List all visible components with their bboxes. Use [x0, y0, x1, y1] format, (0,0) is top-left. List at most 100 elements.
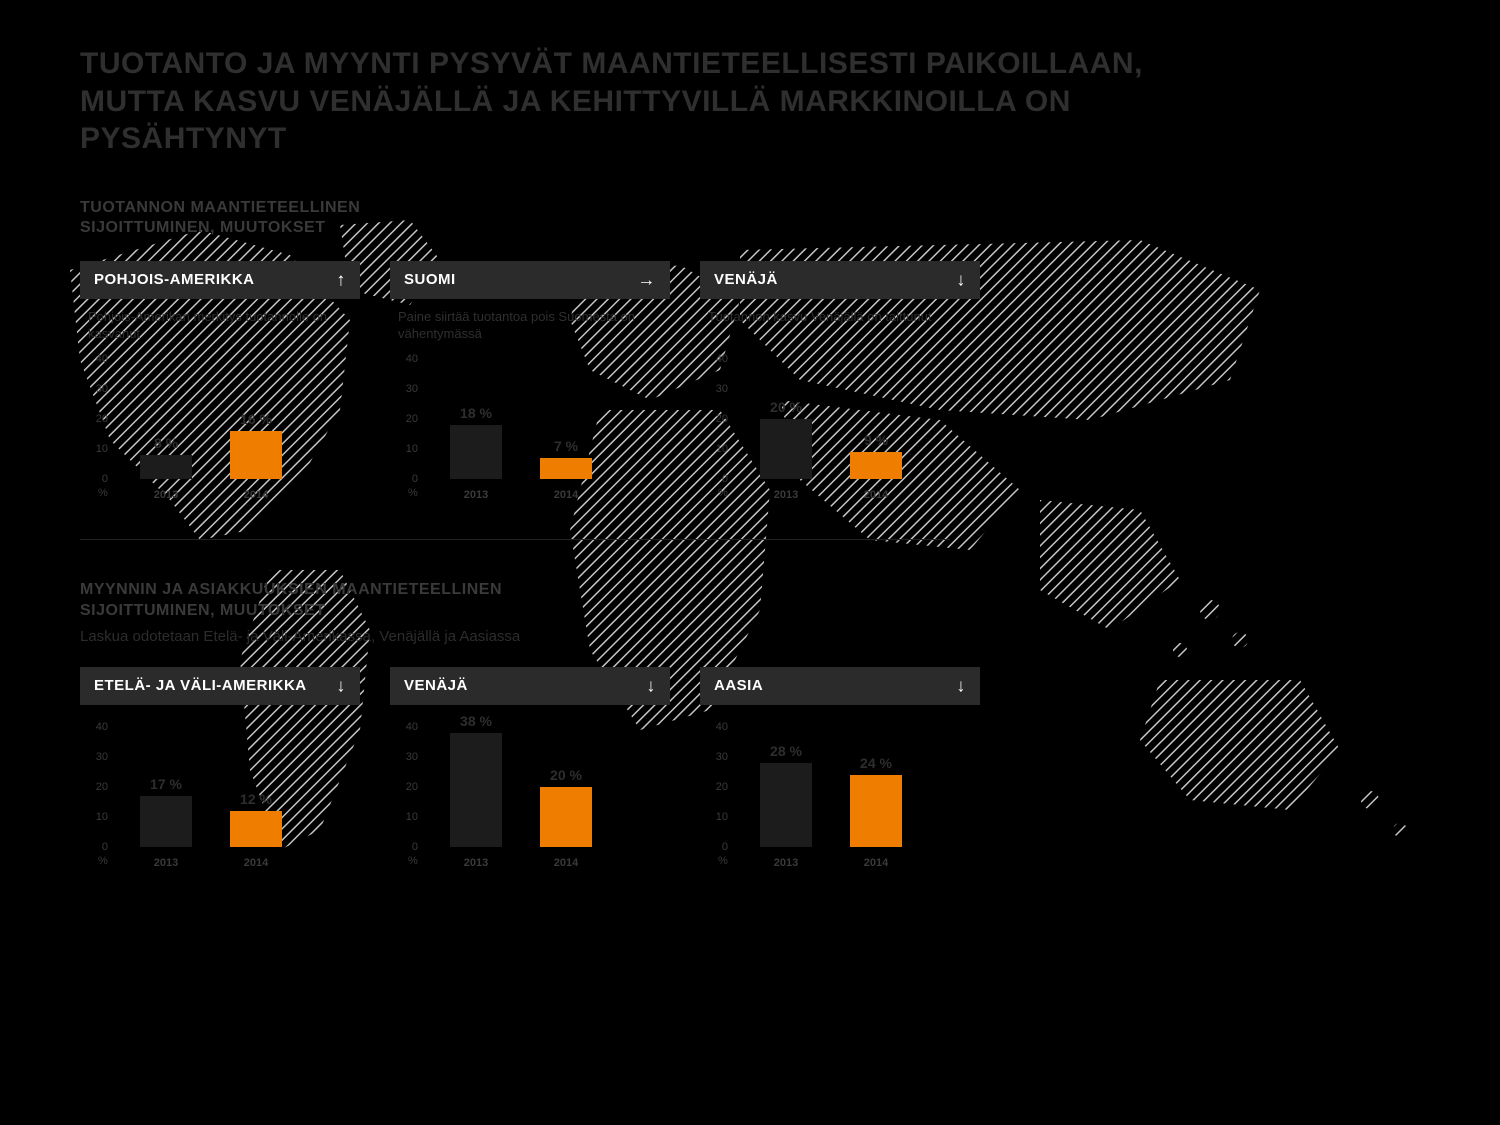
card-desc: Pohjois-Amerikan merkitys tuotannolle on…: [80, 309, 360, 345]
bar-2014: 24 % 2014: [848, 755, 904, 847]
bar-value-label: 20 %: [550, 767, 582, 783]
bar-value-label: 16 %: [240, 411, 272, 427]
bar-2014: 16 % 2014: [228, 411, 284, 479]
axis-unit: %: [98, 487, 108, 499]
bar-value-label: 20 %: [770, 399, 802, 415]
section2-title: MYYNNIN JA ASIAKKUUKSIEN MAANTIETEELLINE…: [80, 580, 1420, 622]
bar-rect: [760, 763, 812, 847]
trend-right-icon: →: [638, 270, 657, 291]
bars-area: 20 % 2013 9 % 2014: [758, 359, 960, 479]
bar-year-label: 2014: [848, 857, 904, 869]
bar-value-label: 7 %: [554, 438, 578, 454]
card-header-label: VENÄJÄ: [714, 271, 778, 288]
bar-rect: [760, 419, 812, 479]
trend-up-icon: ↑: [337, 270, 347, 291]
bar-value-label: 17 %: [150, 776, 182, 792]
bars-area: 17 % 2013 12 % 2014: [138, 727, 340, 847]
bar-year-label: 2013: [448, 489, 504, 501]
bar-chart: 010203040 38 % 2013 20 % 2014 %: [390, 727, 670, 871]
bar-chart: 010203040 18 % 2013 7 % 2014 %: [390, 359, 670, 503]
axis-unit: %: [718, 487, 728, 499]
bar-2013: 18 % 2013: [448, 405, 504, 479]
trend-down-icon: ↓: [957, 270, 967, 291]
y-axis: 010203040: [80, 727, 114, 847]
card-aasia: AASIA ↓ 010203040 28 % 2013 24 % 2014 %: [700, 667, 980, 871]
bar-rect: [450, 733, 502, 847]
bar-year-label: 2014: [538, 857, 594, 869]
trend-down-icon: ↓: [337, 675, 347, 696]
bar-chart: 010203040 17 % 2013 12 % 2014 %: [80, 727, 360, 871]
bar-2013: 38 % 2013: [448, 713, 504, 847]
y-axis: 010203040: [700, 359, 734, 479]
bar-value-label: 9 %: [864, 432, 888, 448]
y-axis: 010203040: [390, 359, 424, 479]
trend-down-icon: ↓: [957, 675, 967, 696]
bar-year-label: 2013: [758, 857, 814, 869]
card-header: POHJOIS-AMERIKKA ↑: [80, 261, 360, 299]
bar-rect: [230, 431, 282, 479]
bar-year-label: 2013: [758, 489, 814, 501]
card-desc: Paine siirtää tuotantoa pois Suomesta on…: [390, 309, 670, 345]
bar-rect: [450, 425, 502, 479]
axis-unit: %: [408, 487, 418, 499]
card-header-label: VENÄJÄ: [404, 677, 468, 694]
bar-value-label: 8 %: [154, 435, 178, 451]
bar-year-label: 2013: [138, 857, 194, 869]
section-divider: [80, 539, 950, 540]
section2-row: ETELÄ- JA VÄLI-AMERIKKA ↓ 010203040 17 %…: [80, 667, 1420, 871]
bars-area: 28 % 2013 24 % 2014: [758, 727, 960, 847]
card-venaja-tuotanto: VENÄJÄ ↓ Tuotannon kasvu Venäjällä on ta…: [700, 261, 980, 503]
bar-chart: 010203040 8 % 2013 16 % 2014 %: [80, 359, 360, 503]
bar-value-label: 38 %: [460, 713, 492, 729]
bar-chart: 010203040 28 % 2013 24 % 2014 %: [700, 727, 980, 871]
bar-value-label: 24 %: [860, 755, 892, 771]
card-desc: Tuotannon kasvu Venäjällä on taittunut: [700, 309, 980, 345]
card-header-label: AASIA: [714, 677, 763, 694]
card-header: SUOMI →: [390, 261, 670, 299]
section1-row: POHJOIS-AMERIKKA ↑ Pohjois-Amerikan merk…: [80, 261, 1420, 503]
bar-rect: [140, 796, 192, 847]
bar-rect: [850, 452, 902, 479]
bar-rect: [230, 811, 282, 847]
card-suomi: SUOMI → Paine siirtää tuotantoa pois Suo…: [390, 261, 670, 503]
card-header: VENÄJÄ ↓: [700, 261, 980, 299]
card-header: VENÄJÄ ↓: [390, 667, 670, 705]
section2-note: Laskua odotetaan Etelä- ja Väli-Amerikas…: [80, 628, 1420, 645]
card-header-label: POHJOIS-AMERIKKA: [94, 271, 255, 288]
trend-down-icon: ↓: [647, 675, 657, 696]
bar-2014: 7 % 2014: [538, 438, 594, 479]
card-header: ETELÄ- JA VÄLI-AMERIKKA ↓: [80, 667, 360, 705]
bar-2013: 28 % 2013: [758, 743, 814, 847]
bar-rect: [850, 775, 902, 847]
bar-value-label: 18 %: [460, 405, 492, 421]
card-header: AASIA ↓: [700, 667, 980, 705]
card-venaja-myynti: VENÄJÄ ↓ 010203040 38 % 2013 20 % 2014 %: [390, 667, 670, 871]
bars-area: 38 % 2013 20 % 2014: [448, 727, 650, 847]
bar-year-label: 2014: [228, 857, 284, 869]
section1-title: TUOTANNON MAANTIETEELLINEN SIJOITTUMINEN…: [80, 198, 1420, 240]
axis-unit: %: [98, 855, 108, 867]
main-title: TUOTANTO JA MYYNTI PYSYVÄT MAANTIETEELLI…: [80, 45, 1180, 158]
bar-2013: 17 % 2013: [138, 776, 194, 847]
bar-2013: 20 % 2013: [758, 399, 814, 479]
bar-year-label: 2013: [138, 489, 194, 501]
bar-2014: 20 % 2014: [538, 767, 594, 847]
bar-year-label: 2014: [228, 489, 284, 501]
bar-value-label: 28 %: [770, 743, 802, 759]
bar-year-label: 2013: [448, 857, 504, 869]
bar-chart: 010203040 20 % 2013 9 % 2014 %: [700, 359, 980, 503]
y-axis: 010203040: [80, 359, 114, 479]
bars-area: 8 % 2013 16 % 2014: [138, 359, 340, 479]
bar-rect: [140, 455, 192, 479]
axis-unit: %: [718, 855, 728, 867]
bar-year-label: 2014: [538, 489, 594, 501]
bar-rect: [540, 458, 592, 479]
card-header-label: ETELÄ- JA VÄLI-AMERIKKA: [94, 677, 307, 694]
y-axis: 010203040: [700, 727, 734, 847]
bar-2014: 9 % 2014: [848, 432, 904, 479]
bar-rect: [540, 787, 592, 847]
card-etela-vali-amerikka: ETELÄ- JA VÄLI-AMERIKKA ↓ 010203040 17 %…: [80, 667, 360, 871]
bar-2013: 8 % 2013: [138, 435, 194, 479]
bar-year-label: 2014: [848, 489, 904, 501]
axis-unit: %: [408, 855, 418, 867]
